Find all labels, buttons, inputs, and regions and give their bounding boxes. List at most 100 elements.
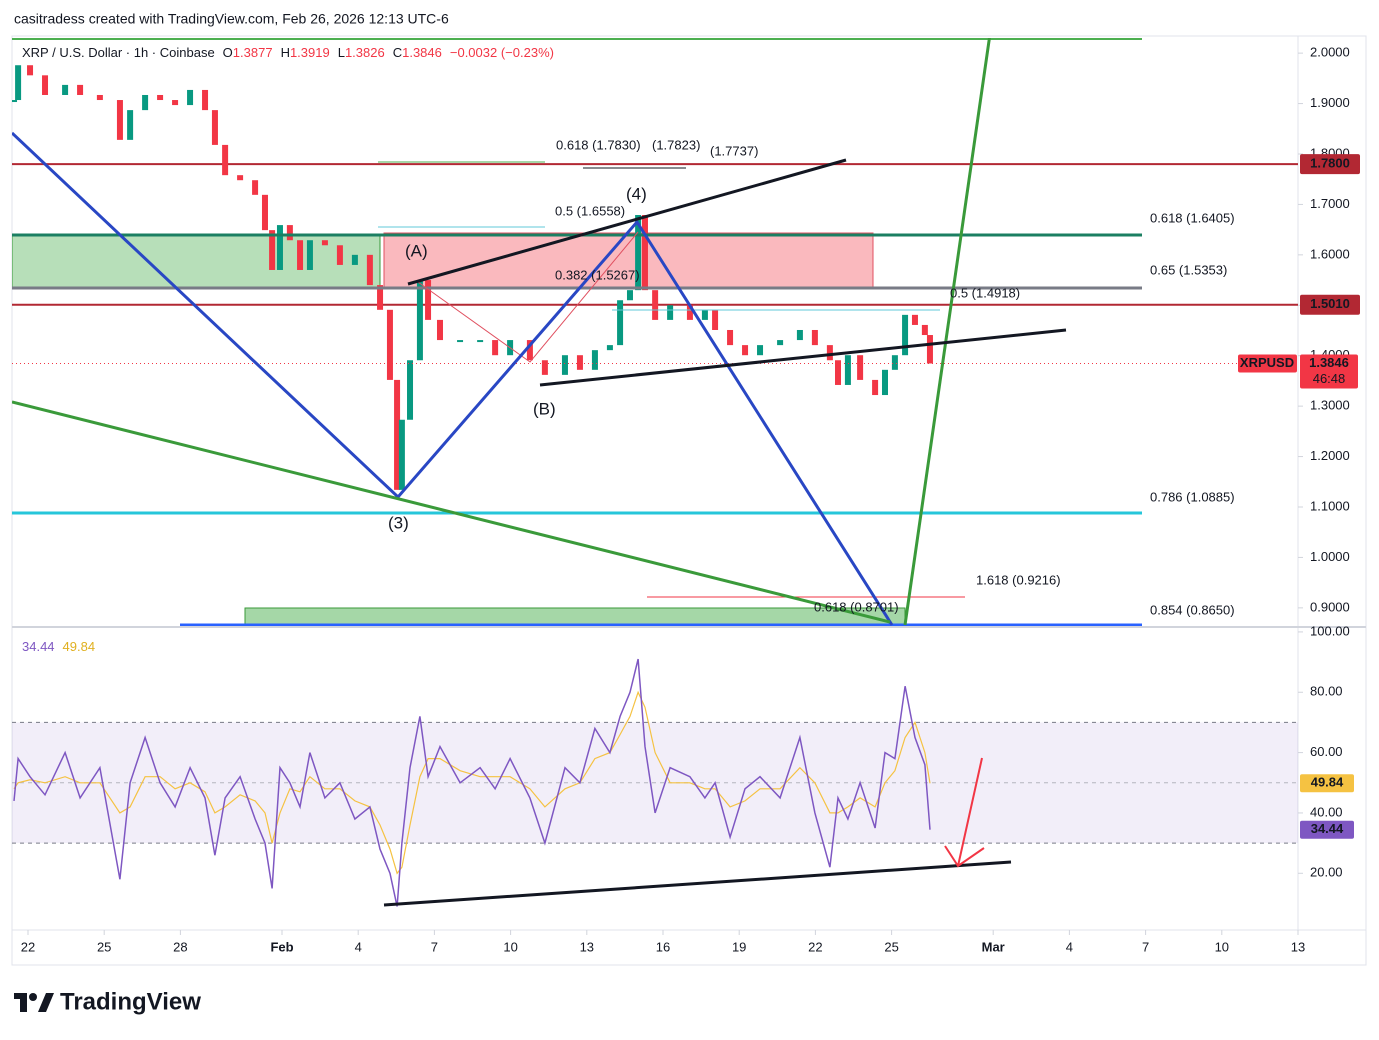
candle — [561, 355, 568, 375]
ohlc-key: O — [223, 45, 233, 60]
price-badge — [1300, 354, 1358, 389]
x-tick-label: 16 — [656, 939, 670, 954]
candles — [12, 65, 1298, 490]
ohlc-key: C — [393, 45, 402, 60]
candle — [576, 355, 583, 370]
x-tick-label: Mar — [982, 939, 1005, 954]
candle — [172, 100, 179, 106]
candle — [872, 379, 879, 396]
candle — [591, 350, 598, 370]
candle — [667, 305, 674, 320]
ohlc-value: 1.3826 — [345, 45, 385, 60]
candle — [526, 340, 533, 361]
trend-line — [903, 38, 991, 626]
fib-label: 0.618 (1.6405) — [1150, 210, 1235, 225]
logo-mark — [38, 993, 54, 1012]
candle — [127, 110, 134, 140]
y-tick-label: 1.0000 — [1310, 549, 1350, 564]
candle — [777, 340, 784, 346]
rsi-badge-label: 49.84 — [1311, 775, 1344, 790]
price-badge-label: 1.3846 — [1309, 355, 1349, 370]
candle — [386, 309, 393, 380]
candle — [62, 84, 69, 95]
x-tick-label: 25 — [884, 939, 898, 954]
trend-line — [407, 158, 847, 286]
y-tick-label: 1.3000 — [1310, 398, 1350, 413]
candle — [844, 355, 851, 385]
trend-line — [12, 400, 891, 624]
candle — [712, 309, 719, 330]
candle — [457, 340, 464, 343]
candle — [492, 340, 499, 356]
candle — [116, 100, 123, 140]
rsi-line — [13, 658, 931, 907]
candle — [12, 100, 18, 103]
y-tick-label: 1.2000 — [1310, 448, 1350, 463]
x-tick-label: 7 — [431, 939, 438, 954]
candle — [366, 254, 373, 286]
symbol-badge — [1238, 354, 1297, 373]
symbol-title: XRP / U.S. Dollar · 1h · Coinbase — [22, 45, 215, 60]
candle — [796, 329, 803, 341]
candle — [321, 240, 328, 246]
fib-label: 0.382 (1.5267) — [555, 267, 640, 282]
x-tick-label: 13 — [580, 939, 594, 954]
candle — [269, 230, 276, 270]
rsi-pane — [12, 658, 1298, 907]
symbol-badge-label: XRPUSD — [1240, 355, 1294, 370]
ohlc-value: 1.3919 — [290, 45, 330, 60]
fib-label: 0.618 (0.8701) — [814, 599, 899, 614]
x-tick-label: 13 — [1291, 939, 1305, 954]
x-tick-label: 10 — [1215, 939, 1229, 954]
candle — [921, 324, 928, 336]
candle — [652, 290, 659, 320]
y-tick-label: 40.00 — [1310, 804, 1343, 819]
fib-label: 0.65 (1.5353) — [1150, 262, 1227, 277]
candle — [276, 225, 283, 270]
candle — [425, 280, 432, 320]
candle — [742, 345, 749, 356]
candle — [222, 144, 229, 176]
candle — [297, 240, 304, 270]
candle — [211, 110, 218, 145]
brand: TradingView — [60, 988, 201, 1015]
fib-label: (1.7823) — [652, 137, 700, 152]
trend-line — [12, 131, 894, 626]
candle — [826, 345, 833, 361]
fib-label: 0.854 (0.8650) — [1150, 602, 1235, 617]
x-tick-label: 4 — [355, 939, 362, 954]
price-badge — [1300, 294, 1360, 315]
candle — [891, 355, 898, 370]
candle — [202, 89, 209, 111]
arrow — [957, 757, 983, 867]
x-tick-label: 19 — [732, 939, 746, 954]
ohlc-value: 1.3877 — [233, 45, 273, 60]
trend-line — [539, 328, 1067, 387]
candle — [477, 340, 484, 343]
candle — [606, 345, 613, 351]
wave-label: (B) — [533, 399, 556, 418]
candle — [351, 254, 358, 265]
candle — [237, 175, 244, 181]
fib-label: (1.7737) — [710, 143, 758, 158]
x-tick-label: 4 — [1066, 939, 1073, 954]
candle — [261, 194, 268, 231]
price-badge — [1300, 154, 1360, 175]
annotations: (A) (B) (3) (4) 0.618 (1.7830) (1.7823) … — [388, 137, 1235, 617]
candle — [416, 280, 423, 361]
candle — [306, 240, 313, 270]
x-tick-label: Feb — [270, 939, 293, 954]
rsi-drawings — [383, 757, 1012, 907]
y-tick-label: 0.9000 — [1310, 599, 1350, 614]
candle — [286, 225, 293, 241]
rsi-value: 34.44 — [22, 639, 55, 654]
candle — [835, 360, 842, 385]
fib-label: 0.5 (1.6558) — [555, 203, 625, 218]
candle — [398, 419, 405, 490]
y-tick-label: 2.0000 — [1310, 45, 1350, 60]
price-badge-label: 1.5010 — [1310, 296, 1350, 311]
fib-label: 1.618 (0.9216) — [976, 572, 1061, 587]
header: casitradess created with TradingView.com… — [14, 11, 449, 27]
logo: TradingView — [14, 988, 201, 1015]
